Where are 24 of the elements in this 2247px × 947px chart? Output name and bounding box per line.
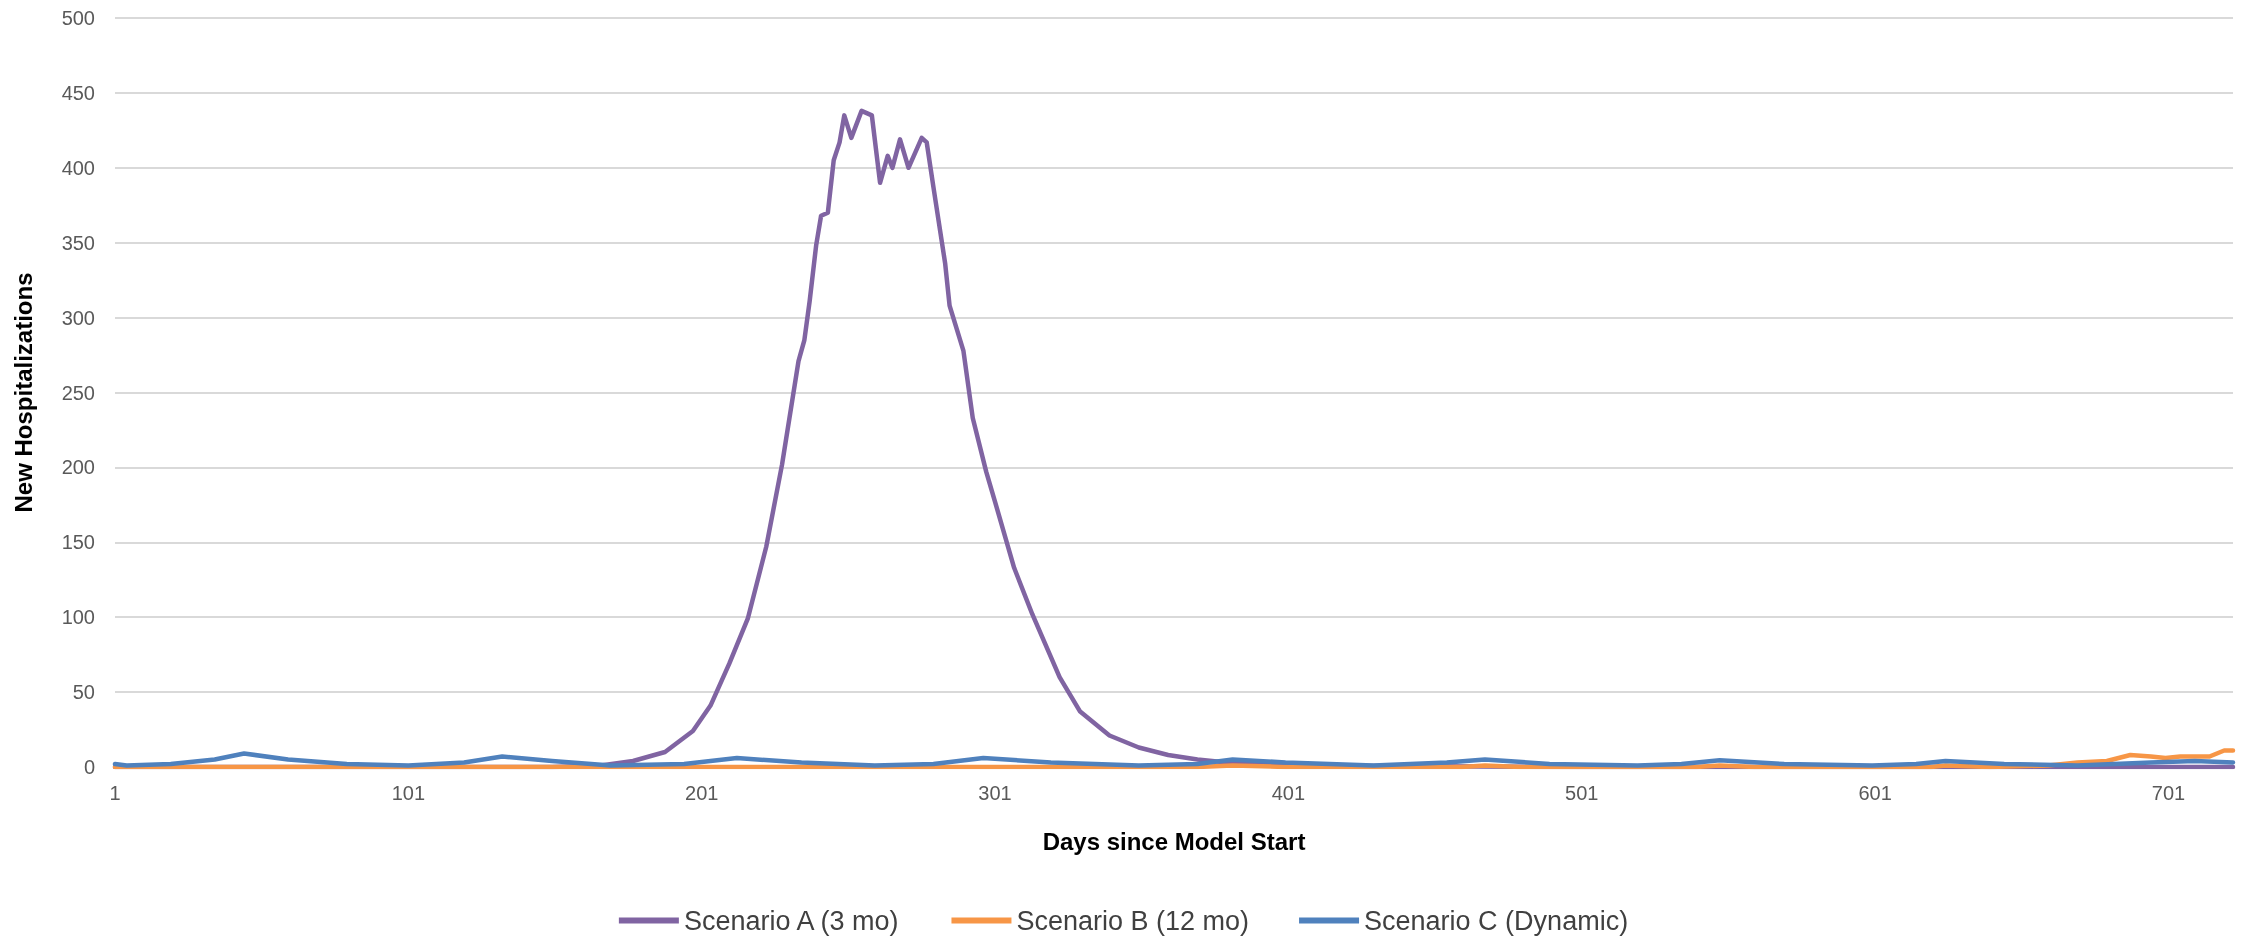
y-tick-label: 500	[61, 7, 95, 29]
legend-label: Scenario A (3 mo)	[683, 905, 899, 936]
x-tick-label: 701	[2151, 782, 2186, 804]
x-tick-label: 101	[391, 782, 426, 804]
x-tick-label: 401	[1271, 782, 1306, 804]
x-tick-label: 1	[109, 782, 121, 804]
y-tick-label: 250	[61, 381, 95, 404]
x-tick-label: 501	[1565, 782, 1599, 804]
y-tick-label: 450	[61, 81, 95, 104]
x-tick-label: 301	[978, 782, 1012, 804]
y-tick-label: 350	[61, 231, 95, 254]
legend-label: Scenario B (12 mo)	[1016, 905, 1250, 936]
x-tick-label: 201	[685, 782, 719, 804]
y-tick-label: 200	[61, 456, 95, 479]
x-axis-title: Days since Model Start	[1042, 827, 1306, 855]
y-tick-label: 50	[72, 681, 95, 704]
y-tick-label: 150	[61, 531, 95, 554]
legend-label: Scenario C (Dynamic)	[1364, 905, 1629, 936]
y-tick-label: 300	[61, 306, 95, 329]
y-tick-label: 100	[61, 606, 95, 629]
y-tick-label: 400	[61, 156, 95, 179]
x-tick-label: 601	[1858, 782, 1892, 804]
y-axis-title: New Hospitalizations	[9, 272, 37, 513]
y-tick-label: 0	[83, 756, 95, 778]
